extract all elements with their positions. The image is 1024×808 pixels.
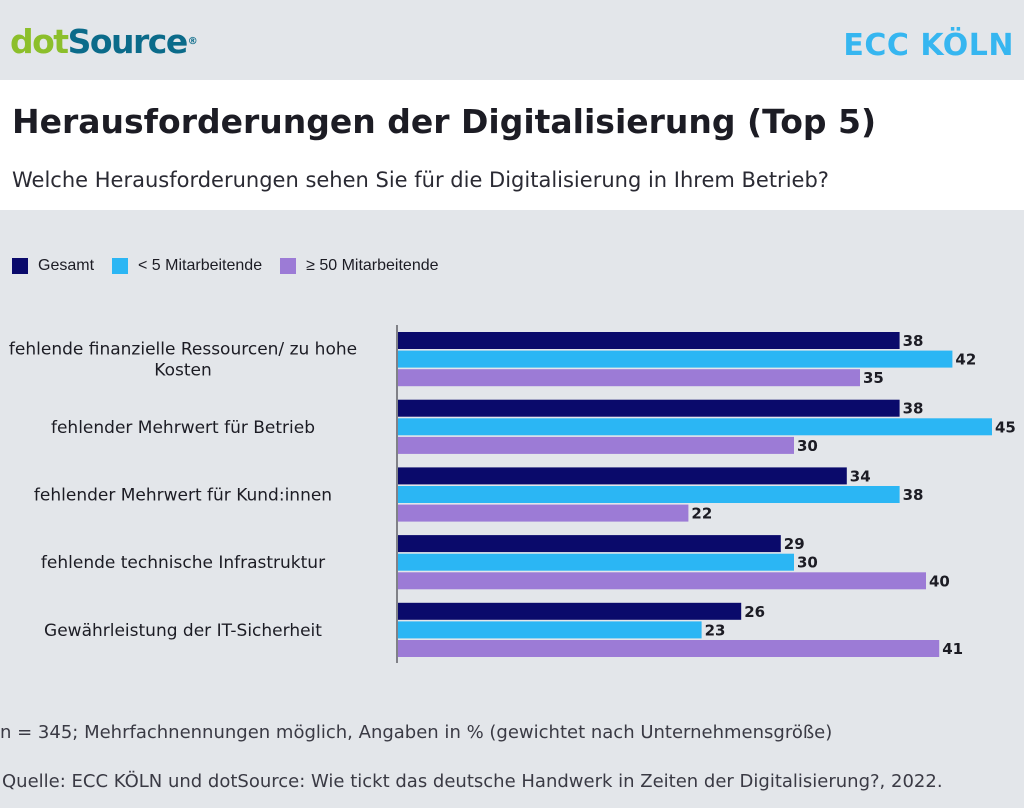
- bar: [398, 332, 900, 349]
- bar: [398, 640, 940, 657]
- bar: [398, 535, 781, 553]
- logo-registered-mark: ®: [187, 36, 198, 47]
- bar: [398, 553, 794, 571]
- category-label: fehlende finanzielle Ressourcen/ zu hohe…: [9, 340, 357, 381]
- bar: [398, 621, 702, 639]
- dotsource-logo: dotSource®: [10, 22, 198, 62]
- data-label: 42: [955, 351, 976, 369]
- data-label: 34: [850, 467, 871, 485]
- logo-source-text: Source: [67, 22, 189, 61]
- ecc-koeln-logo: ECC KÖLN: [843, 28, 1014, 63]
- data-label: 35: [863, 369, 884, 387]
- category-label: Gewährleistung der IT-Sicherheit: [44, 621, 322, 641]
- data-label: 41: [942, 640, 963, 658]
- bar: [398, 467, 847, 485]
- data-label: 38: [903, 486, 924, 504]
- bar: [398, 602, 742, 620]
- header-bar: dotSource® ECC KÖLN: [0, 0, 1024, 80]
- chart-subtitle: Welche Herausforderungen sehen Sie für d…: [12, 168, 829, 192]
- legend-label-small: < 5 Mitarbeitende: [138, 257, 263, 274]
- legend-label-large: ≥ 50 Mitarbeitende: [306, 257, 439, 274]
- bar: [398, 350, 953, 368]
- data-label: 23: [705, 621, 726, 639]
- data-label: 26: [744, 603, 765, 621]
- bar-chart: fehlende finanzielle Ressourcen/ zu hohe…: [9, 325, 1016, 663]
- data-label: 38: [903, 400, 924, 418]
- legend-swatch-small: [112, 258, 129, 274]
- chart-title: Herausforderungen der Digitalisierung (T…: [12, 102, 877, 141]
- data-label: 45: [995, 418, 1016, 436]
- title-box: Herausforderungen der Digitalisierung (T…: [0, 80, 1024, 210]
- bar: [398, 572, 926, 590]
- bar: [398, 436, 794, 454]
- legend-item-small: < 5 Mitarbeitende: [112, 257, 262, 275]
- category-label: fehlender Mehrwert für Kund:innen: [34, 486, 332, 506]
- bar: [398, 418, 992, 436]
- legend-swatch-large: [280, 258, 297, 274]
- category-label: fehlende technische Infrastruktur: [41, 553, 325, 573]
- legend-label-gesamt: Gesamt: [38, 257, 95, 274]
- footnote: n = 345; Mehrfachnennungen möglich, Anga…: [0, 722, 833, 743]
- bar: [398, 399, 900, 417]
- data-label: 30: [797, 437, 818, 455]
- data-label: 30: [797, 554, 818, 572]
- legend-swatch-gesamt: [12, 258, 28, 274]
- legend-item-gesamt: Gesamt: [12, 257, 94, 275]
- data-label: 22: [691, 505, 712, 523]
- bar: [398, 486, 900, 503]
- legend: Gesamt < 5 Mitarbeitende ≥ 50 Mitarbeite…: [12, 257, 457, 275]
- data-label: 38: [903, 332, 924, 350]
- data-label: 29: [784, 535, 805, 553]
- source-note: Quelle: ECC KÖLN und dotSource: Wie tick…: [2, 771, 943, 792]
- category-label: fehlender Mehrwert für Betrieb: [51, 418, 315, 438]
- bar: [398, 504, 689, 522]
- legend-item-large: ≥ 50 Mitarbeitende: [280, 257, 439, 275]
- data-label: 40: [929, 572, 950, 590]
- bar: [398, 369, 860, 387]
- logo-dot-text: dot: [10, 22, 69, 61]
